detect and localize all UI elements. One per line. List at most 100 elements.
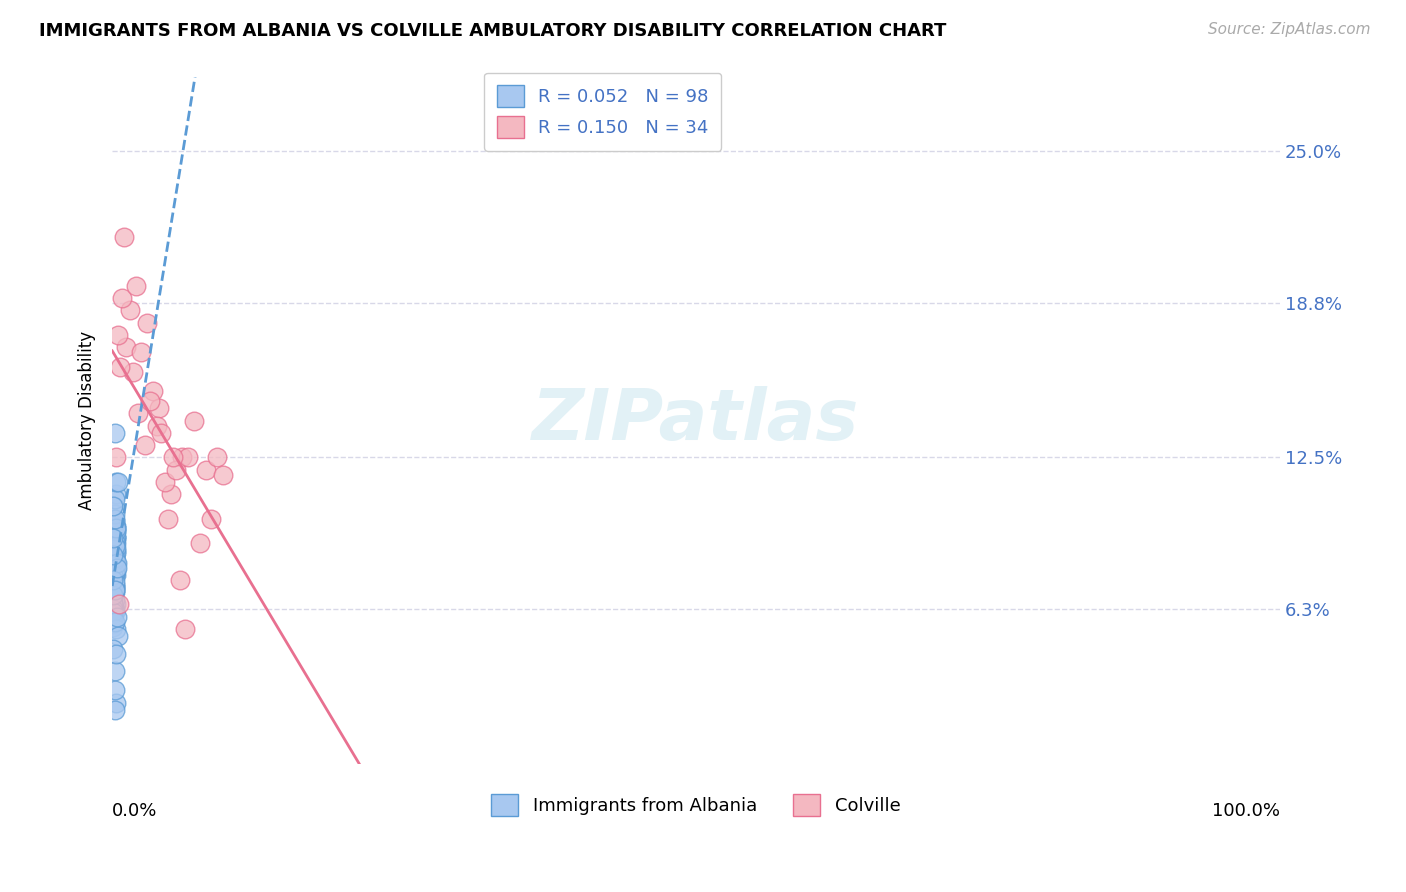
Point [173,622,195,636]
Point [103,514,125,528]
Point [110,291,132,305]
Point [104,556,127,570]
Point [105,609,128,624]
Point [148,401,170,416]
Point [103,612,125,626]
Point [103,573,125,587]
Point [103,533,125,548]
Point [104,622,127,636]
Point [103,598,125,612]
Point [103,573,125,587]
Point [104,543,127,558]
Point [103,605,125,619]
Point [169,573,191,587]
Point [103,511,125,525]
Point [103,615,125,629]
Point [103,550,125,565]
Point [103,543,125,558]
Point [103,582,125,597]
Point [200,511,222,525]
Point [104,598,127,612]
Point [103,526,125,541]
Point [103,602,125,616]
Text: Source: ZipAtlas.com: Source: ZipAtlas.com [1208,22,1371,37]
Point [103,546,125,560]
Point [103,599,125,614]
Point [103,617,125,632]
Point [104,521,127,535]
Point [105,560,128,574]
Point [104,541,127,555]
Point [103,578,125,592]
Point [104,487,127,501]
Point [103,615,125,629]
Point [103,592,125,607]
Point [212,467,235,482]
Point [104,531,127,545]
Legend: Immigrants from Albania, Colville: Immigrants from Albania, Colville [484,787,908,823]
Point [103,683,125,698]
Point [103,578,125,592]
Point [103,609,125,624]
Point [136,316,159,330]
Point [183,414,205,428]
Point [104,647,127,661]
Point [103,425,125,440]
Point [108,598,131,612]
Point [104,450,127,465]
Point [103,553,125,567]
Point [112,229,135,244]
Point [103,549,125,563]
Point [103,531,125,545]
Point [103,641,125,656]
Point [107,327,129,342]
Point [138,394,160,409]
Point [103,607,125,622]
Point [103,553,125,567]
Point [103,524,125,538]
Point [103,558,125,573]
Point [157,511,180,525]
Point [103,500,125,514]
Point [104,524,127,538]
Point [103,582,125,597]
Point [124,278,146,293]
Point [207,450,229,465]
Point [103,590,125,604]
Point [145,418,167,433]
Point [105,556,128,570]
Point [103,575,125,590]
Point [103,541,125,555]
Point [103,580,125,594]
Point [104,531,127,545]
Point [177,450,200,465]
Point [103,568,125,582]
Point [122,365,145,379]
Point [103,664,125,678]
Point [104,568,127,582]
Point [103,595,125,609]
Point [134,438,156,452]
Point [103,585,125,599]
Point [104,546,127,560]
Point [103,703,125,717]
Point [103,566,125,580]
Text: ZIPatlas: ZIPatlas [533,386,859,455]
Point [162,450,184,465]
Point [118,303,141,318]
Point [153,475,176,489]
Point [103,533,125,548]
Point [188,536,211,550]
Point [103,550,125,565]
Point [159,487,181,501]
Point [104,521,127,535]
Y-axis label: Ambulatory Disability: Ambulatory Disability [79,331,96,510]
Point [103,500,125,514]
Point [103,570,125,584]
Point [103,575,125,590]
Point [103,529,125,543]
Point [103,568,125,582]
Point [103,521,125,535]
Point [103,585,125,599]
Point [103,549,125,563]
